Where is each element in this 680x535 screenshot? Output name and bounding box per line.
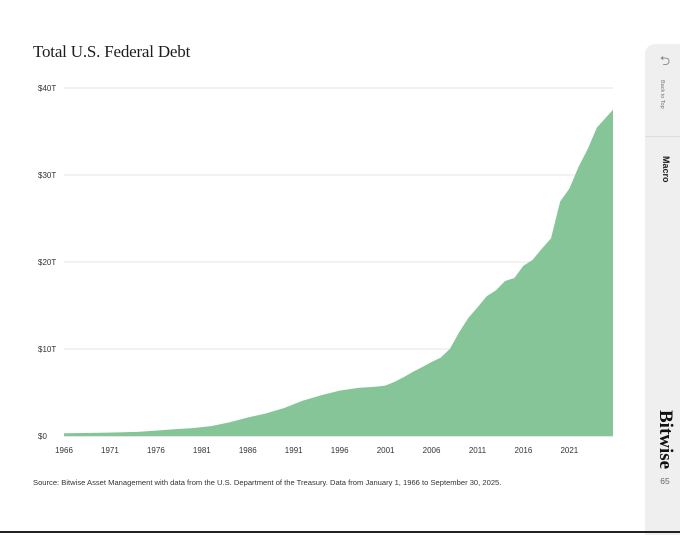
- x-tick-label: 2011: [469, 446, 487, 455]
- x-tick-label: 1976: [147, 446, 165, 455]
- x-tick-label: 2021: [560, 446, 578, 455]
- chart-title: Total U.S. Federal Debt: [33, 42, 191, 61]
- debt-area: [64, 109, 613, 436]
- brand-logo: Bitwise: [655, 410, 676, 470]
- side-navigation-panel: ⮌ Back to Top Macro Bitwise 65: [645, 44, 680, 535]
- return-arrow-icon: ⮌: [659, 53, 671, 68]
- source-note: Source: Bitwise Asset Management with da…: [33, 478, 502, 487]
- x-tick-label: 1981: [193, 446, 211, 455]
- y-tick-label: $40T: [38, 84, 56, 93]
- section-tab-macro[interactable]: Macro: [661, 156, 671, 183]
- x-tick-label: 2001: [377, 446, 395, 455]
- y-tick-label: $10T: [38, 345, 56, 354]
- y-tick-label: $20T: [38, 258, 56, 267]
- page-number: 65: [660, 476, 670, 486]
- x-axis-tick-labels: 1966 1971 1976 1981 1986 1991 1996 2001 2006 2011…: [55, 446, 579, 455]
- x-tick-label: 2006: [423, 446, 441, 455]
- y-tick-label: $0: [38, 432, 47, 441]
- x-tick-label: 1986: [239, 446, 257, 455]
- y-tick-label: $30T: [38, 171, 56, 180]
- back-to-top-label: Back to Top: [659, 80, 665, 109]
- y-axis-tick-labels: $0 $10T $20T $30T $40T: [38, 84, 56, 441]
- bottom-divider: [0, 531, 680, 533]
- back-to-top-button[interactable]: ⮌ Back to Top: [645, 44, 680, 137]
- x-tick-label: 1991: [285, 446, 303, 455]
- x-tick-label: 1971: [101, 446, 119, 455]
- area-series: [64, 109, 613, 436]
- x-tick-label: 1996: [331, 446, 349, 455]
- x-tick-label: 2016: [515, 446, 533, 455]
- x-tick-label: 1966: [55, 446, 73, 455]
